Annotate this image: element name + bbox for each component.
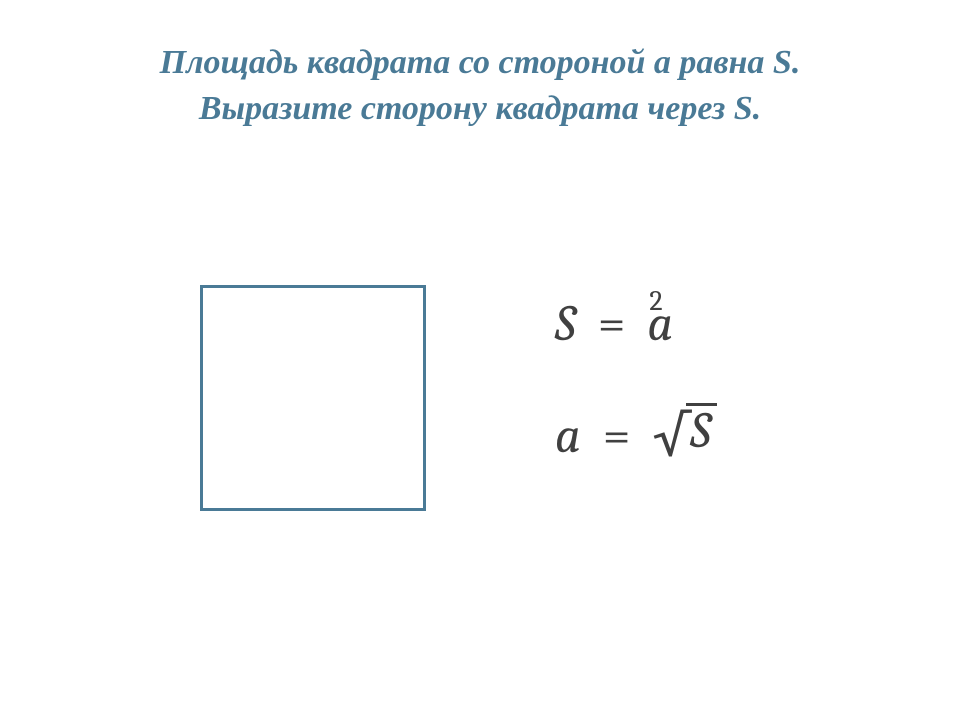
title-line-2: Выразите сторону квадрата через S. xyxy=(20,86,940,132)
formula-side-eq: a = √ S xyxy=(555,403,717,469)
sqrt-expression: √ S xyxy=(652,403,716,469)
slide-title: Площадь квадрата со стороной а равна S. … xyxy=(20,40,940,132)
eq1-equals: = xyxy=(598,295,626,353)
eq2-lhs: a xyxy=(555,407,581,465)
title-line-1: Площадь квадрата со стороной а равна S. xyxy=(20,40,940,86)
formulas-block: S = a 2 a = √ S xyxy=(555,295,717,469)
sqrt-arg: S xyxy=(686,403,717,456)
formula-area-eq: S = a 2 xyxy=(555,295,717,353)
eq1-rhs-exp: 2 xyxy=(649,285,662,317)
square-diagram xyxy=(200,285,426,511)
radical-sign: √ xyxy=(652,403,690,469)
eq2-equals: = xyxy=(603,407,631,465)
eq1-lhs: S xyxy=(555,295,576,353)
